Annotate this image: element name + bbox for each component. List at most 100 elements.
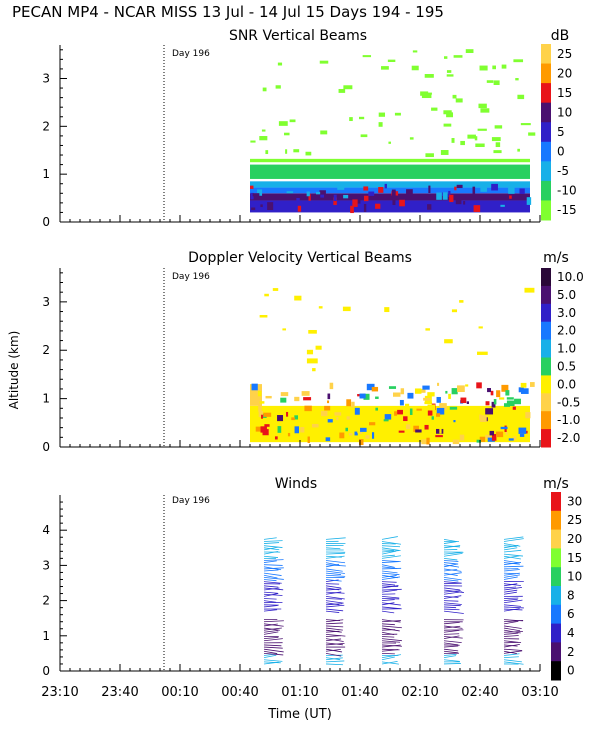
snr-cell — [475, 143, 485, 148]
snr-cell — [454, 186, 457, 191]
doppler-cell — [365, 435, 370, 439]
wind-barb — [381, 560, 401, 563]
wind-barb — [503, 565, 524, 568]
snr-cell — [473, 205, 481, 212]
wind-barb — [263, 661, 281, 664]
x-tick-label: 00:10 — [161, 685, 198, 700]
doppler-cell — [400, 388, 405, 395]
colorbar-swatch — [541, 357, 551, 376]
snr-cell — [519, 188, 525, 194]
wind-barb — [443, 572, 462, 576]
snr-axes: 0 1 2 3 — [42, 45, 541, 229]
colorbar-label: 8 — [567, 588, 575, 602]
doppler-cell — [427, 410, 433, 416]
wind-barb — [503, 572, 520, 576]
wind-barb — [263, 646, 283, 649]
doppler-cell — [384, 414, 392, 420]
doppler-cell — [282, 328, 287, 331]
doppler-cell — [415, 429, 422, 433]
wind-barb — [325, 600, 344, 604]
doppler-title: Doppler Velocity Vertical Beams — [188, 250, 412, 266]
wind-barb — [381, 574, 398, 579]
doppler-cell — [327, 393, 331, 400]
wind-barb — [503, 586, 523, 591]
snr-cell — [463, 201, 466, 205]
doppler-cell — [394, 411, 398, 416]
doppler-cell — [506, 400, 515, 407]
colorbar-label: -1.0 — [557, 413, 580, 427]
snr-cell — [250, 192, 254, 200]
snr-cell — [293, 149, 300, 153]
wind-barb — [503, 656, 519, 659]
snr-cell — [363, 195, 369, 202]
doppler-cell — [259, 314, 268, 318]
snr-cell — [338, 88, 346, 93]
snr-cell — [284, 132, 290, 136]
x-tick-label: 02:10 — [401, 685, 438, 700]
snr-cell — [412, 50, 418, 53]
wind-barb — [325, 602, 340, 606]
wind-barb — [503, 625, 522, 629]
winds-axes: 0 1 2 3 4 23:10 23:40 00:10 00:40 01:10 01:40 02:10… — [41, 495, 559, 700]
wind-barb — [381, 547, 400, 551]
doppler-cell — [420, 388, 426, 393]
snr-cell — [381, 66, 389, 70]
wind-barb — [263, 585, 279, 588]
snr-cell — [446, 112, 454, 118]
wind-barb — [263, 623, 284, 627]
doppler-cell — [427, 392, 435, 397]
doppler-cell — [503, 403, 511, 407]
snr-cell — [337, 184, 345, 190]
y-tick-label: 0 — [42, 440, 50, 454]
doppler-cell — [403, 416, 408, 422]
x-tick-label: 01:40 — [341, 685, 378, 700]
snr-cell — [394, 112, 401, 116]
snr-cell — [517, 148, 520, 152]
doppler-cell — [451, 309, 458, 313]
x-tick-label: 02:40 — [461, 685, 498, 700]
doppler-cell — [306, 349, 314, 355]
wind-barb — [381, 619, 401, 623]
wind-barb — [381, 648, 400, 651]
doppler-cell — [336, 417, 339, 421]
wind-barb — [381, 656, 395, 661]
wind-barb — [443, 636, 463, 639]
y-tick-label: 1 — [42, 629, 50, 643]
snr-cell — [319, 190, 326, 195]
wind-barb — [503, 597, 519, 599]
snr-cell — [448, 190, 451, 198]
wind-barb — [443, 655, 457, 659]
doppler-cell — [369, 422, 376, 426]
doppler-cell — [485, 434, 491, 439]
wind-barb — [325, 638, 344, 642]
doppler-cell — [508, 438, 514, 441]
colorbar-swatch — [541, 393, 551, 412]
doppler-cell — [312, 368, 316, 372]
wind-barb — [325, 579, 339, 582]
doppler-cell — [427, 404, 436, 411]
snr-band — [250, 164, 530, 179]
snr-cell — [250, 185, 254, 189]
wind-barb — [443, 538, 458, 542]
wind-barb — [503, 545, 517, 547]
wind-barb — [381, 610, 395, 614]
snr-cell — [492, 65, 496, 70]
colorbar-label: 5 — [557, 125, 565, 139]
doppler-cell — [351, 401, 355, 408]
x-tick-label: 03:10 — [521, 685, 558, 700]
doppler-axes: 0 1 2 3 — [42, 268, 541, 454]
doppler-cell — [329, 382, 334, 390]
doppler-cell — [406, 405, 409, 412]
snr-cell — [363, 203, 367, 212]
snr-cell — [250, 140, 256, 143]
doppler-cell — [512, 406, 516, 410]
snr-cell — [251, 207, 256, 211]
wind-barb — [263, 572, 282, 576]
wind-barb — [325, 555, 345, 559]
doppler-cell — [300, 427, 305, 433]
wind-barb — [381, 654, 401, 659]
doppler-cell — [449, 406, 458, 410]
wind-barb — [503, 543, 521, 547]
doppler-cell — [436, 396, 441, 403]
snr-cell — [521, 194, 527, 198]
